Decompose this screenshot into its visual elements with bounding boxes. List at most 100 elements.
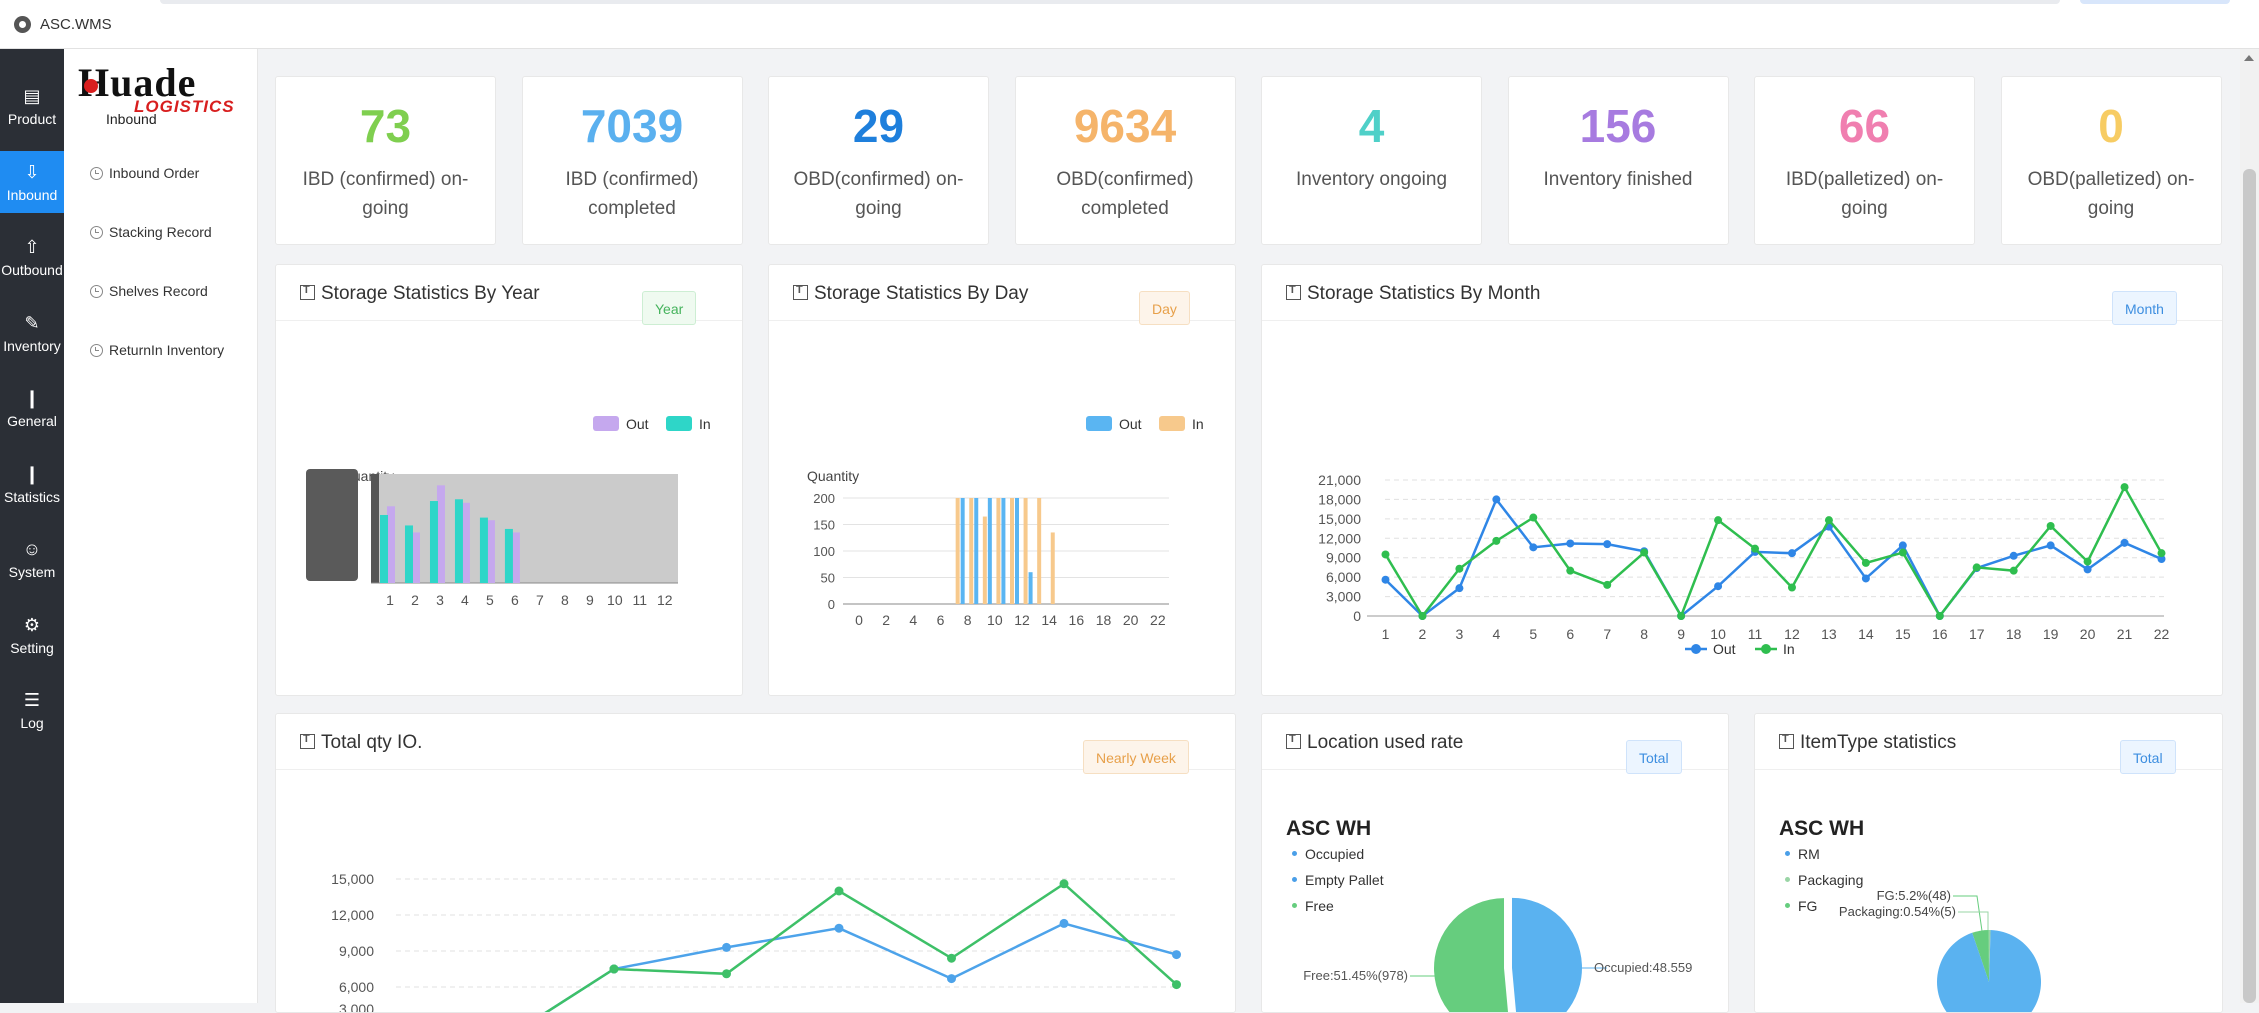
subnav-item-label: ReturnIn Inventory bbox=[109, 342, 225, 358]
rail-item-system[interactable]: ☺ System bbox=[0, 528, 64, 590]
legend-label: In bbox=[1783, 641, 1795, 657]
card-title-text: Location used rate bbox=[1307, 732, 1464, 753]
data-point-in bbox=[1935, 612, 1944, 620]
kpi-card[interactable]: 73 IBD (confirmed) on-going bbox=[275, 76, 496, 245]
kpi-label: OBD(palletized) on-going bbox=[2027, 169, 2195, 219]
data-point-in bbox=[1972, 563, 1981, 572]
subnav-item-inbound-order[interactable]: Inbound Order bbox=[90, 165, 199, 181]
rail-item-label: System bbox=[8, 564, 56, 580]
bar-out bbox=[486, 520, 495, 583]
x-tick-label: 12 bbox=[657, 592, 673, 608]
kpi-card[interactable]: 0 OBD(palletized) on-going bbox=[2000, 76, 2222, 245]
kpi-card[interactable]: 29 OBD(confirmed) on-going bbox=[768, 76, 989, 245]
month-line-chart: 0 3,000 6,000 9,000 12,000 15,000 18,000 21,000… bbox=[1318, 472, 2169, 657]
legend-label: Free bbox=[1305, 898, 1334, 914]
kpi-card[interactable]: 7039 IBD (confirmed) completed bbox=[521, 76, 743, 245]
kpi-label: OBD(confirmed) on-going bbox=[793, 169, 964, 219]
data-point-out bbox=[2046, 541, 2055, 550]
y-tick-label: 12,000 bbox=[331, 907, 374, 923]
data-point-in bbox=[1714, 516, 1723, 525]
legend-item-occupied[interactable]: Occupied bbox=[1292, 846, 1364, 862]
x-tick-label: 17 bbox=[1969, 626, 1985, 642]
data-point-in bbox=[2083, 557, 2092, 566]
nearly-week-filter-tag[interactable]: Nearly Week bbox=[1083, 740, 1189, 774]
legend-item-fg[interactable]: FG bbox=[1785, 898, 1817, 914]
bar-in bbox=[955, 498, 960, 604]
location-total-tag[interactable]: Total bbox=[1626, 740, 1682, 774]
rail-item-inventory[interactable]: ✎ Inventory bbox=[0, 302, 64, 364]
kpi-value: 7039 bbox=[580, 100, 684, 152]
y-tick-label: 100 bbox=[813, 544, 835, 559]
x-tick-label: 2 bbox=[1419, 626, 1427, 642]
x-tick-label: 16 bbox=[1069, 612, 1085, 628]
inventory-icon: ✎ bbox=[24, 312, 40, 333]
bar-in bbox=[429, 501, 438, 583]
rail-item-log[interactable]: ☰ Log bbox=[0, 679, 64, 741]
log-icon: ☰ bbox=[23, 690, 41, 710]
kpi-card[interactable]: 156 Inventory finished bbox=[1507, 76, 1729, 245]
subnav-item-shelves-record[interactable]: Shelves Record bbox=[90, 283, 208, 299]
rail-item-product[interactable]: ▤ Product bbox=[0, 75, 64, 137]
rail-item-label: Inventory bbox=[3, 337, 61, 354]
x-tick-label: 0 bbox=[855, 612, 863, 628]
legend-label: RM bbox=[1798, 846, 1820, 862]
clock-icon bbox=[90, 344, 103, 357]
month-filter-tag[interactable]: Month bbox=[2112, 291, 2177, 325]
kpi-label: Inventory finished bbox=[1543, 169, 1693, 190]
kpi-value: 4 bbox=[1358, 100, 1385, 152]
rail-item-label: Outbound bbox=[1, 262, 63, 278]
kpi-card[interactable]: 66 IBD(palletized) on-going bbox=[1754, 76, 1975, 245]
titlebar-button[interactable] bbox=[2080, 0, 2230, 4]
section-label: Inbound bbox=[106, 111, 157, 127]
day-filter-tag[interactable]: Day bbox=[1139, 291, 1190, 325]
data-point-out bbox=[1566, 539, 1575, 548]
card-title-text: Storage Statistics By Year bbox=[321, 283, 540, 304]
scroll-up-arrow-icon[interactable] bbox=[2244, 55, 2254, 61]
itemtype-pie-chart: FG:5.2%(48)Packaging:0.54%(5) bbox=[1839, 888, 2041, 1012]
legend-item-free[interactable]: Free bbox=[1292, 898, 1334, 914]
rail-item-statistics[interactable]: ❙ Statistics bbox=[0, 453, 64, 515]
x-tick-label: 4 bbox=[909, 612, 917, 628]
kpi-label: OBD(confirmed) completed bbox=[1056, 169, 1194, 219]
card-itemtype-statistics: ItemType statistics Total ASC WH RM Pack… bbox=[1754, 713, 2223, 1013]
data-point-in bbox=[1677, 612, 1686, 620]
x-tick-label: 2 bbox=[882, 612, 890, 628]
rail-item-label: Log bbox=[20, 715, 44, 731]
card-location-used-rate: Location used rate Total ASC WH Occupied… bbox=[1261, 713, 1729, 1013]
y-tick-label: 50 bbox=[821, 571, 835, 586]
data-point-out bbox=[2009, 551, 2018, 560]
x-tick-label: 18 bbox=[1096, 612, 1112, 628]
card-storage-by-month: Storage Statistics By Month Month 0 3,000… bbox=[1261, 264, 2223, 696]
address-bar[interactable] bbox=[160, 0, 2060, 4]
subnav-item-stacking-record[interactable]: Stacking Record bbox=[90, 224, 212, 240]
rail-item-setting[interactable]: ⚙ Setting bbox=[0, 604, 64, 666]
itemtype-total-tag[interactable]: Total bbox=[2120, 740, 2176, 774]
data-point-in bbox=[1492, 536, 1501, 545]
pie-slice-free bbox=[1434, 898, 1509, 1012]
bar-in bbox=[1010, 498, 1014, 604]
rail-item-general[interactable]: ❙ General bbox=[0, 377, 64, 439]
y-tick-label: 6,000 bbox=[1326, 569, 1361, 585]
kpi-card[interactable]: 4 Inventory ongoing bbox=[1261, 76, 1482, 245]
data-point-in bbox=[1566, 566, 1575, 575]
data-point-in bbox=[1861, 558, 1870, 567]
rail-item-label: Product bbox=[7, 111, 57, 127]
bar-out bbox=[461, 502, 470, 583]
year-filter-tag[interactable]: Year bbox=[642, 291, 697, 325]
rail-item-outbound[interactable]: ⇧ Outbound bbox=[0, 226, 64, 288]
x-tick-label: 6 bbox=[1566, 626, 1574, 642]
legend-item-rm[interactable]: RM bbox=[1785, 846, 1820, 862]
kpi-card[interactable]: 9634 OBD(confirmed) completed bbox=[1014, 76, 1236, 245]
x-tick-label: 13 bbox=[1821, 626, 1837, 642]
data-point-in bbox=[1640, 548, 1649, 557]
x-tick-label: 8 bbox=[964, 612, 972, 628]
logo-sub-text: LOGISTICS bbox=[134, 97, 235, 116]
subnav-item-returnin-inventory[interactable]: ReturnIn Inventory bbox=[90, 342, 224, 358]
vertical-scrollbar[interactable] bbox=[2240, 49, 2259, 1003]
scrollbar-thumb[interactable] bbox=[2243, 169, 2256, 1003]
kpi-value: 66 bbox=[1838, 100, 1891, 152]
legend-item-packaging[interactable]: Packaging bbox=[1785, 872, 1863, 888]
legend-item-empty-pallet[interactable]: Empty Pallet bbox=[1292, 872, 1384, 888]
rail-item-label: General bbox=[7, 413, 57, 429]
rail-item-inbound[interactable]: ⇩ Inbound bbox=[0, 150, 64, 213]
